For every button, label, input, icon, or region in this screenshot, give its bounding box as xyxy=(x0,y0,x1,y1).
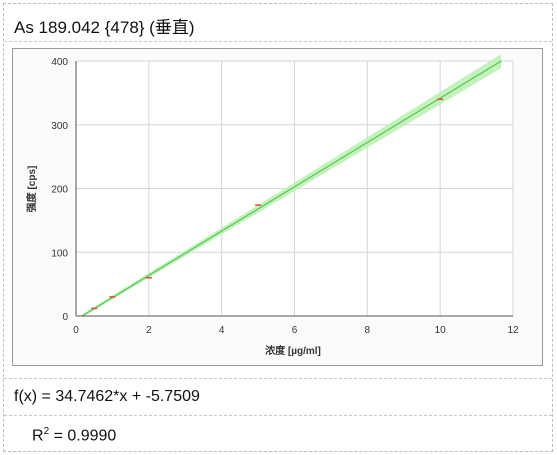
x-tick-labels: 0 2 4 6 8 10 12 xyxy=(73,325,519,336)
calibration-chart-container: 0 2 4 6 8 10 12 0 100 200 300 400 浓度 [µg/ml] 强度 [c… xyxy=(12,48,543,366)
y-tick-label: 0 xyxy=(62,312,68,323)
fit-equation: f(x) = 34.7462*x + -5.7509 xyxy=(14,388,200,405)
y-tick-label: 200 xyxy=(51,185,68,196)
r-squared-exponent: 2 xyxy=(43,426,50,437)
x-tick-label: 12 xyxy=(507,325,519,336)
x-tick-label: 2 xyxy=(146,325,152,336)
x-tick-label: 8 xyxy=(365,325,371,336)
y-axis-label: 强度 [cps] xyxy=(25,166,38,213)
element-title: As 189.042 {478} (垂直) xyxy=(14,18,195,37)
y-tick-label: 100 xyxy=(51,248,68,259)
calibration-chart: 0 2 4 6 8 10 12 0 100 200 300 400 浓度 [µg/ml] 强度 [c… xyxy=(25,54,519,357)
x-tick-label: 0 xyxy=(73,325,79,336)
fit-line-path xyxy=(81,60,502,317)
r-squared-row: R2 = 0.9990 xyxy=(4,418,552,452)
y-tick-label: 400 xyxy=(51,57,68,68)
calibration-panel xyxy=(3,3,553,452)
r-squared-symbol: R xyxy=(32,427,44,445)
x-tick-label: 10 xyxy=(435,325,447,336)
fit-line xyxy=(81,60,502,317)
x-axis-label: 浓度 [µg/ml] xyxy=(265,344,321,357)
y-tick-labels: 0 100 200 300 400 xyxy=(51,57,68,323)
x-tick-label: 4 xyxy=(219,325,225,336)
x-tick-label: 6 xyxy=(292,325,298,336)
y-tick-label: 300 xyxy=(51,121,68,132)
r-squared-value: = 0.9990 xyxy=(49,427,117,445)
title-row: As 189.042 {478} (垂直) xyxy=(4,4,552,42)
data-points xyxy=(91,98,444,310)
r-squared: R2 = 0.9990 xyxy=(32,426,116,445)
equation-row: f(x) = 34.7462*x + -5.7509 xyxy=(4,378,552,416)
chart-axes xyxy=(75,61,513,317)
